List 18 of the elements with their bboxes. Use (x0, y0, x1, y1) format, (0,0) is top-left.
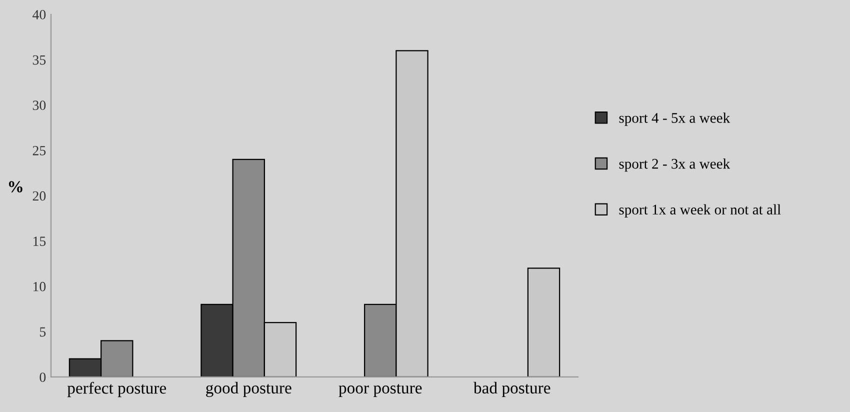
x-tick-label: good posture (206, 382, 292, 398)
y-tick-label: 30 (32, 100, 46, 110)
x-tick-label: bad posture (473, 382, 550, 397)
y-tick-label: 20 (32, 191, 46, 201)
legend-label: sport 4 - 5x a week (619, 112, 730, 126)
y-tick-label: 25 (32, 146, 46, 156)
y-axis-title: % (8, 181, 22, 192)
y-tick-label: 40 (32, 10, 46, 20)
bar (527, 268, 560, 377)
y-tick-label: 15 (33, 236, 46, 246)
legend-label: sport 1x a week or not at all (619, 204, 781, 218)
y-tick-label: 5 (40, 327, 46, 337)
x-tick-label: perfect posture (67, 382, 166, 398)
y-tick-label: 10 (33, 282, 46, 292)
x-tick-label: poor posture (338, 384, 422, 397)
y-tick-label: 0 (40, 372, 46, 382)
legend-label: sport 2 - 3x a week (619, 158, 730, 172)
y-tick-label: 35 (32, 55, 46, 65)
